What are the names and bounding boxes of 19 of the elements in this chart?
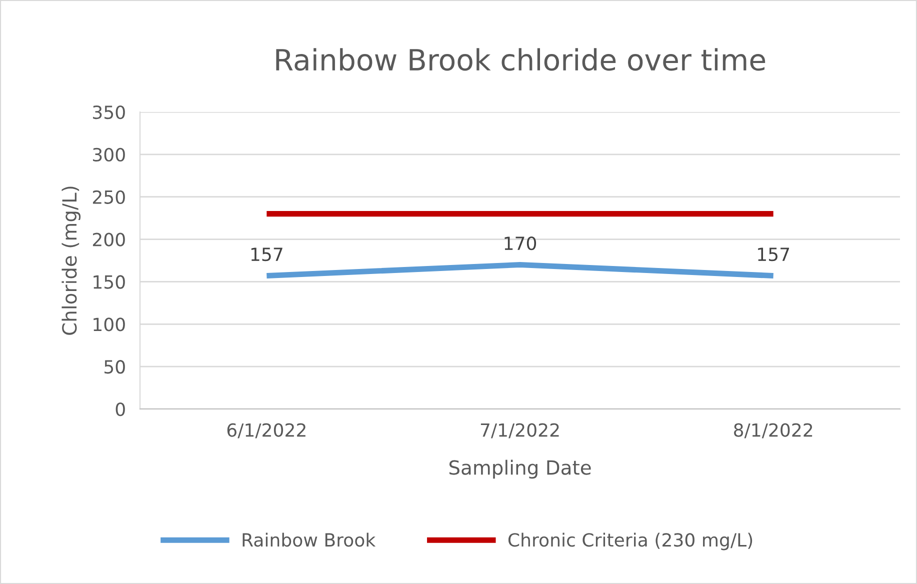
y-tick-label: 150	[94, 275, 125, 289]
y-tick-label: 100	[94, 318, 125, 332]
y-tick-label: 300	[93, 148, 125, 162]
y-axis-title: Chloride (mg/L)	[62, 186, 81, 335]
y-tick-label: 250	[92, 190, 125, 204]
x-axis-title: Sampling Date	[449, 460, 591, 479]
x-tick-label: 8/1/2022	[734, 423, 812, 438]
legend-label: Rainbow Brook	[242, 532, 376, 547]
x-tick-label: 7/1/2022	[480, 423, 559, 438]
legend-label: Chronic Criteria (230 mg/L)	[508, 532, 752, 550]
x-tick-label: 6/1/2022	[227, 423, 306, 438]
y-tick-label: 50	[104, 360, 125, 374]
y-tick-label: 200	[92, 232, 125, 246]
y-tick-label: 350	[93, 105, 125, 120]
data-label: 157	[758, 248, 790, 262]
y-tick-label: 0	[116, 402, 125, 416]
data-label: 157	[251, 248, 282, 262]
data-label: 170	[504, 236, 536, 250]
chart-title: Rainbow Brook chloride over time	[276, 48, 766, 71]
